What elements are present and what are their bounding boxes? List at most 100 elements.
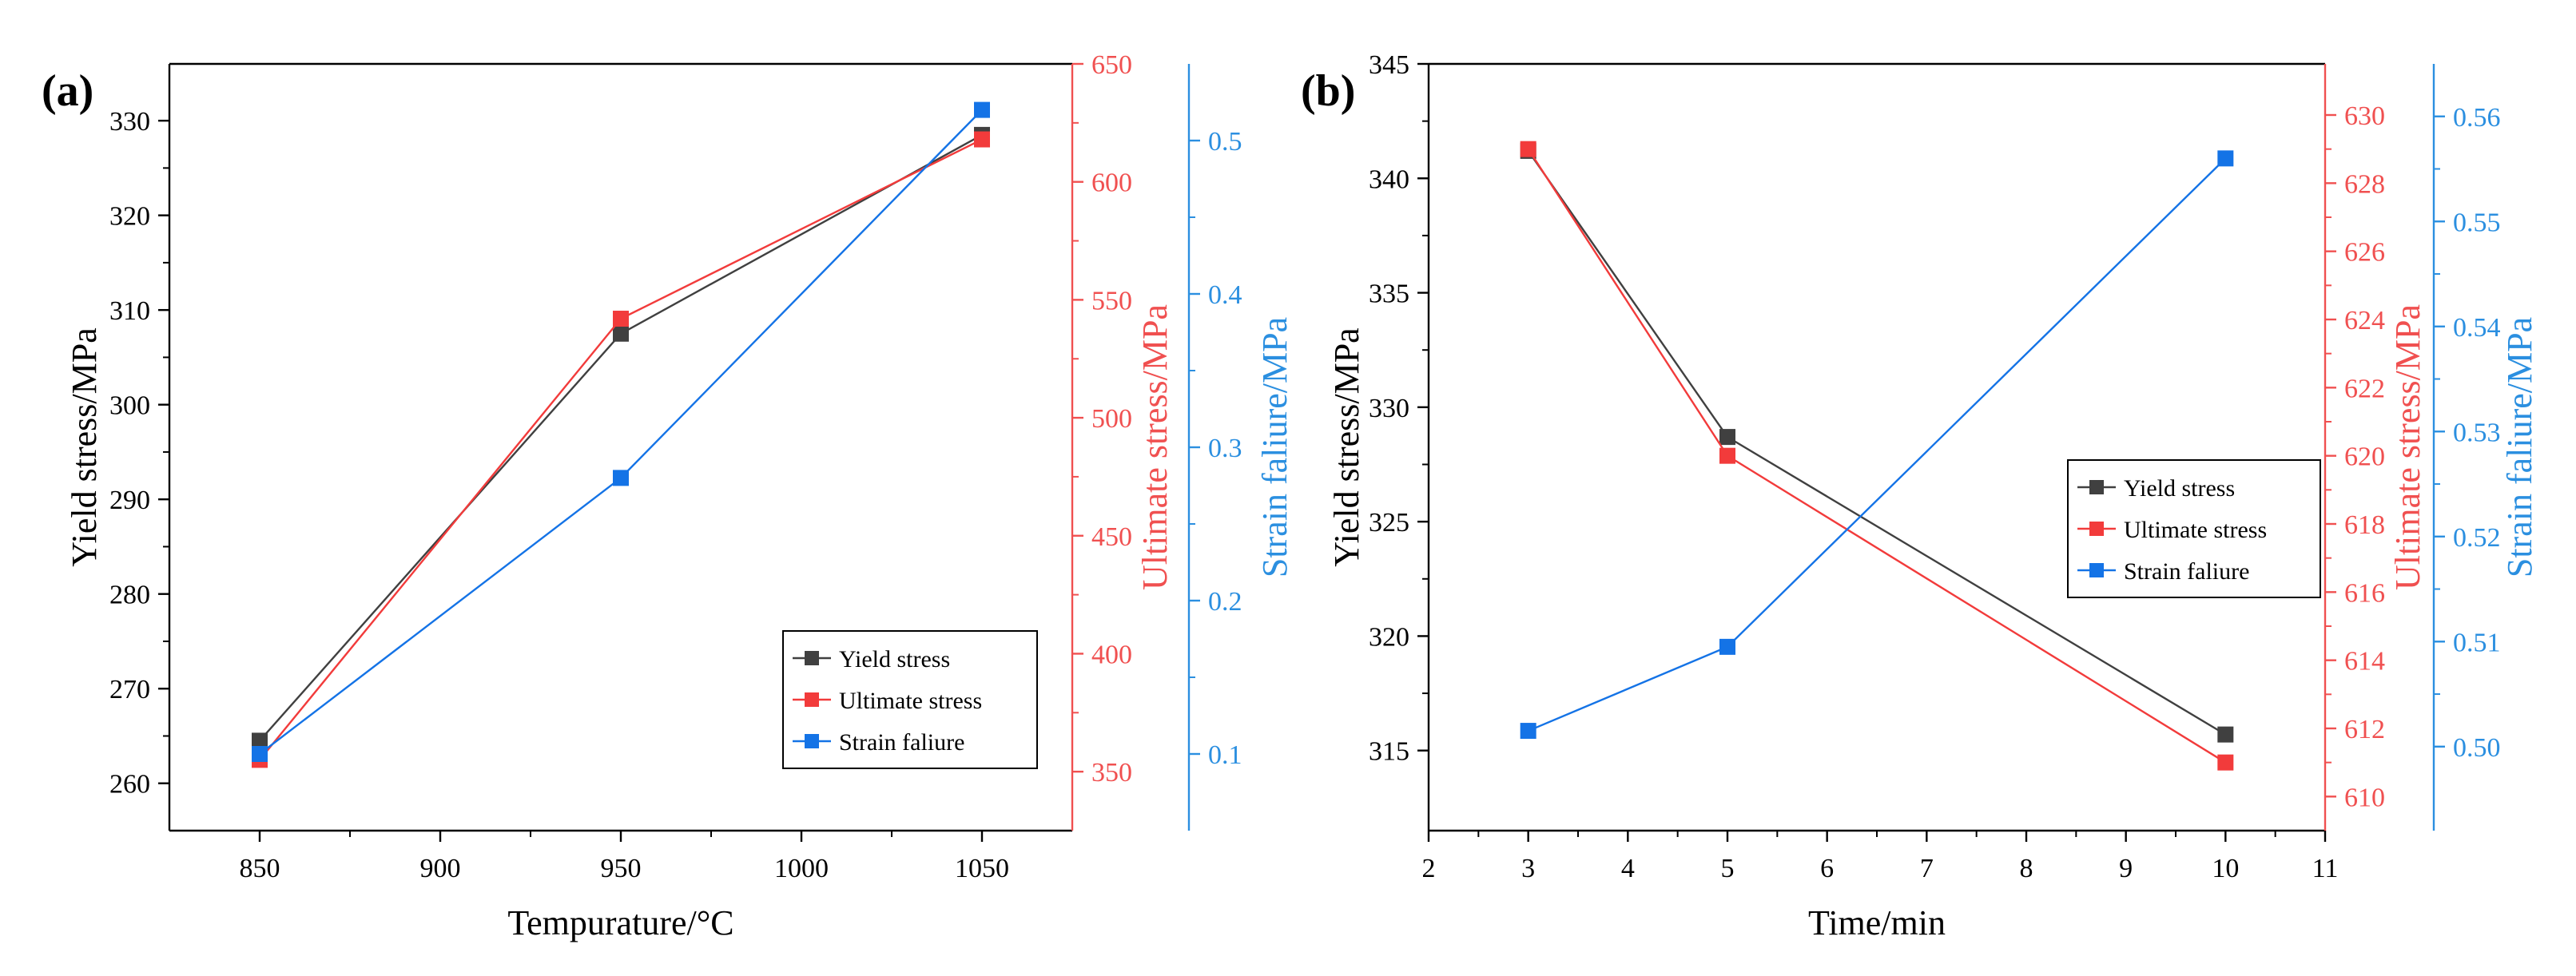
y-tick-label-ultimate: 630 — [2344, 101, 2385, 131]
y-tick-label-yield: 325 — [1369, 508, 1409, 538]
y-tick-label-ultimate: 614 — [2344, 647, 2385, 676]
x-tick-label: 1050 — [955, 854, 1009, 883]
x-tick-label: 4 — [1621, 854, 1635, 883]
x-tick-label: 9 — [2119, 854, 2133, 883]
legend-label-yield: Yield stress — [839, 646, 950, 672]
y-tick-label-ultimate: 618 — [2344, 510, 2385, 540]
panel-b: (b)2 3 4 5 6 7 8 9 10 11Time/min31532032533033534… — [1301, 50, 2539, 942]
y-tick-label-strain: 0.51 — [2453, 628, 2501, 657]
data-point-strain — [1520, 723, 1536, 740]
y-tick-label-ultimate: 600 — [1091, 169, 1132, 198]
y-axis-label-ultimate: Ultimate stress/MPa — [2388, 304, 2427, 590]
panel-label: (b) — [1301, 66, 1355, 116]
y-tick-label-yield: 300 — [109, 391, 150, 421]
x-tick-label: 900 — [420, 854, 461, 883]
x-tick-label: 10 — [2212, 854, 2239, 883]
y-axis-label-strain: Strain faliure/MPa — [2500, 317, 2539, 577]
data-point-yield — [2217, 726, 2234, 743]
y-tick-label-strain: 0.53 — [2453, 418, 2501, 447]
y-tick-label-ultimate: 628 — [2344, 169, 2385, 199]
legend-marker-yield — [2089, 480, 2104, 494]
y-tick-label-yield: 260 — [109, 770, 150, 799]
data-point-strain — [252, 746, 268, 762]
legend-label-ultimate: Ultimate stress — [839, 688, 982, 714]
data-point-yield — [1719, 429, 1735, 446]
series-line-yield — [1527, 150, 2226, 736]
y-tick-label-ultimate: 610 — [2344, 783, 2385, 812]
x-tick-label: 3 — [1521, 854, 1535, 883]
x-tick-label: 1000 — [774, 854, 829, 883]
x-axis-label: Time/min — [1808, 903, 1946, 942]
data-point-yield — [252, 732, 268, 749]
y-tick-label-yield: 345 — [1369, 50, 1409, 80]
x-tick-label: 5 — [1721, 854, 1735, 883]
legend-marker-ultimate — [805, 692, 819, 707]
x-tick-label: 950 — [601, 854, 642, 883]
y-axis-label-strain: Strain faliure/MPa — [1255, 317, 1294, 577]
data-point-strain — [2217, 150, 2234, 167]
legend-label-strain: Strain faliure — [2124, 558, 2249, 585]
y-tick-label-yield: 335 — [1369, 280, 1409, 309]
y-axis-label-yield: Yield stress/MPa — [1327, 327, 1366, 566]
legend-label-strain: Strain faliure — [839, 729, 964, 756]
y-tick-label-strain: 0.2 — [1208, 587, 1242, 617]
x-tick-label: 7 — [1920, 854, 1934, 883]
y-axis-label-yield: Yield stress/MPa — [65, 327, 104, 566]
y-tick-label-ultimate: 616 — [2344, 578, 2385, 608]
y-tick-label-strain: 0.55 — [2453, 208, 2501, 237]
x-axis-label: Tempurature/°C — [507, 903, 733, 942]
y-tick-label-strain: 0.56 — [2453, 103, 2501, 133]
y-tick-label-strain: 0.50 — [2453, 733, 2501, 763]
y-tick-label-ultimate: 624 — [2344, 306, 2385, 335]
data-point-ultimate — [1520, 141, 1536, 157]
y-tick-label-yield: 320 — [1369, 622, 1409, 652]
legend-marker-strain — [2089, 563, 2104, 577]
y-tick-label-yield: 270 — [109, 675, 150, 704]
y-tick-label-ultimate: 620 — [2344, 442, 2385, 472]
y-tick-label-yield: 330 — [1369, 394, 1409, 423]
y-tick-label-ultimate: 500 — [1091, 404, 1132, 434]
data-point-ultimate — [613, 311, 629, 327]
legend-label-yield: Yield stress — [2124, 475, 2235, 502]
y-tick-label-ultimate: 550 — [1091, 286, 1132, 315]
y-tick-label-ultimate: 626 — [2344, 238, 2385, 268]
y-tick-label-strain: 0.5 — [1208, 127, 1242, 157]
y-tick-label-strain: 0.52 — [2453, 523, 2501, 553]
y-tick-label-ultimate: 612 — [2344, 715, 2385, 744]
legend-label-ultimate: Ultimate stress — [2124, 517, 2267, 543]
data-point-strain — [613, 470, 629, 486]
data-point-yield — [613, 325, 629, 342]
data-point-strain — [1719, 638, 1735, 655]
y-tick-label-ultimate: 400 — [1091, 640, 1132, 669]
panel-a: (a) 850 900 950 1000 1050 Tempurature/°C 260 270… — [42, 50, 1294, 942]
legend-marker-yield — [805, 651, 819, 665]
y-tick-label-strain: 0.4 — [1208, 280, 1242, 310]
y-tick-label-yield: 340 — [1369, 165, 1409, 194]
y-tick-label-strain: 0.3 — [1208, 434, 1242, 463]
x-tick-label: 6 — [1820, 854, 1834, 883]
y-tick-label-strain: 0.1 — [1208, 740, 1242, 770]
y-tick-label-ultimate: 350 — [1091, 758, 1132, 788]
y-tick-label-yield: 310 — [109, 296, 150, 326]
x-tick-label: 11 — [2312, 854, 2339, 883]
y-axis-label-ultimate: Ultimate stress/MPa — [1135, 304, 1175, 590]
data-point-ultimate — [2217, 754, 2234, 771]
y-tick-label-yield: 315 — [1369, 737, 1409, 767]
x-tick-label: 8 — [2020, 854, 2033, 883]
y-tick-label-yield: 330 — [109, 107, 150, 137]
y-tick-label-ultimate: 622 — [2344, 374, 2385, 403]
legend-marker-ultimate — [2089, 522, 2104, 536]
data-point-strain — [974, 101, 990, 118]
series-line-ultimate — [1527, 149, 2226, 764]
y-tick-label-ultimate: 650 — [1091, 50, 1132, 80]
panel-label: (a) — [42, 66, 93, 116]
y-tick-label-yield: 320 — [109, 202, 150, 232]
y-tick-label-strain: 0.54 — [2453, 313, 2501, 343]
data-point-ultimate — [974, 131, 990, 148]
y-tick-label-yield: 290 — [109, 486, 150, 515]
x-tick-label: 850 — [240, 854, 280, 883]
series-line-strain — [1528, 157, 2227, 732]
y-tick-label-ultimate: 450 — [1091, 522, 1132, 552]
data-point-ultimate — [1719, 447, 1735, 464]
